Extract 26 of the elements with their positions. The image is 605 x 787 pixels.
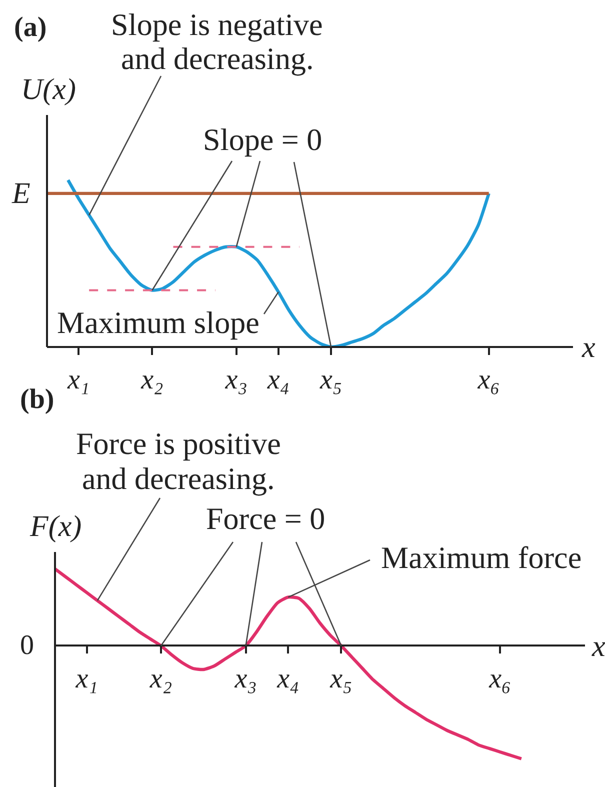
x-tick-label: x₄ <box>276 663 300 694</box>
x-axis-title: x <box>591 630 605 663</box>
x-tick-label: x₂ <box>148 663 172 694</box>
annotation: Force = 0 <box>206 501 326 536</box>
x-tick-label: x₄ <box>266 364 290 396</box>
annotation: Maximum force <box>381 540 582 575</box>
x-tick-label: x₁ <box>66 364 90 396</box>
chart-title: (a) <box>14 12 47 43</box>
text: Slope is negative and decreasing. <box>111 7 323 76</box>
x-tick-label: x₆ <box>476 364 500 396</box>
series-label: E <box>11 177 30 210</box>
x-tick-label: x₂ <box>140 364 164 396</box>
x-tick-label: x₅ <box>318 364 342 396</box>
x-tick-label: x₆ <box>488 663 512 694</box>
annotation: Maximum slope <box>57 305 260 340</box>
x-tick-label: x₅ <box>329 663 352 694</box>
x-tick-label: x₃ <box>234 663 257 694</box>
chart-title: (b) <box>20 384 54 415</box>
x-tick-label: x₁ <box>74 663 98 694</box>
x-tick-label: x₃ <box>224 364 248 396</box>
y-axis-title: F(x) <box>29 510 82 543</box>
annotation: Slope = 0 <box>203 122 322 157</box>
text: Force is positive and decreasing. <box>76 426 281 496</box>
y-axis-title: U(x) <box>21 73 76 106</box>
x-axis-title: x <box>581 331 596 364</box>
text: 0 <box>20 630 34 661</box>
